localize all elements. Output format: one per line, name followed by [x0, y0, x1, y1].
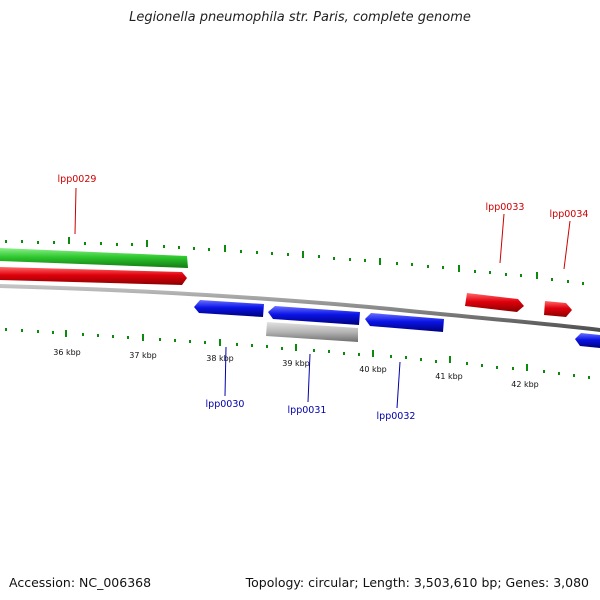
label-lpp0029: lpp0029 — [58, 174, 97, 185]
gene-lpp0032 — [365, 313, 444, 332]
gene-lpp0033 — [465, 293, 524, 312]
genome-backbone — [0, 284, 600, 332]
gene-lpp0029 — [0, 267, 187, 285]
label-lpp0034: lpp0034 — [550, 209, 589, 220]
accession-text: Accession: NC_006368 — [9, 575, 152, 590]
label-lpp0033: lpp0033 — [486, 202, 525, 213]
lower-tick-row — [5, 328, 590, 379]
genome-stats-text: Topology: circular; Length: 3,503,610 bp… — [245, 575, 589, 590]
gene-pseudo-gray — [266, 322, 358, 342]
gene-green-feature — [0, 248, 188, 268]
tick-label-42: 42 kbp — [511, 380, 539, 389]
tick-label-40: 40 kbp — [359, 365, 387, 374]
label-leaders — [74, 187, 571, 409]
tick-label-39: 39 kbp — [282, 359, 310, 368]
label-lpp0032: lpp0032 — [377, 411, 416, 422]
upper-tick-row — [5, 237, 584, 285]
label-lpp0030: lpp0030 — [206, 399, 245, 410]
tick-label-41: 41 kbp — [435, 372, 463, 381]
gene-partial-right — [575, 333, 600, 348]
kbp-axis-labels: 36 kbp 37 kbp 38 kbp 39 kbp 40 kbp 41 kb… — [53, 348, 539, 389]
gene-lpp0034 — [544, 301, 572, 317]
tick-label-37: 37 kbp — [129, 351, 157, 360]
map-title: Legionella pneumophila str. Paris, compl… — [129, 10, 471, 25]
tick-label-38: 38 kbp — [206, 354, 234, 363]
gene-lpp0030 — [194, 300, 264, 317]
tick-label-36: 36 kbp — [53, 348, 81, 357]
gene-lpp0031 — [268, 306, 360, 325]
label-lpp0031: lpp0031 — [288, 405, 327, 416]
